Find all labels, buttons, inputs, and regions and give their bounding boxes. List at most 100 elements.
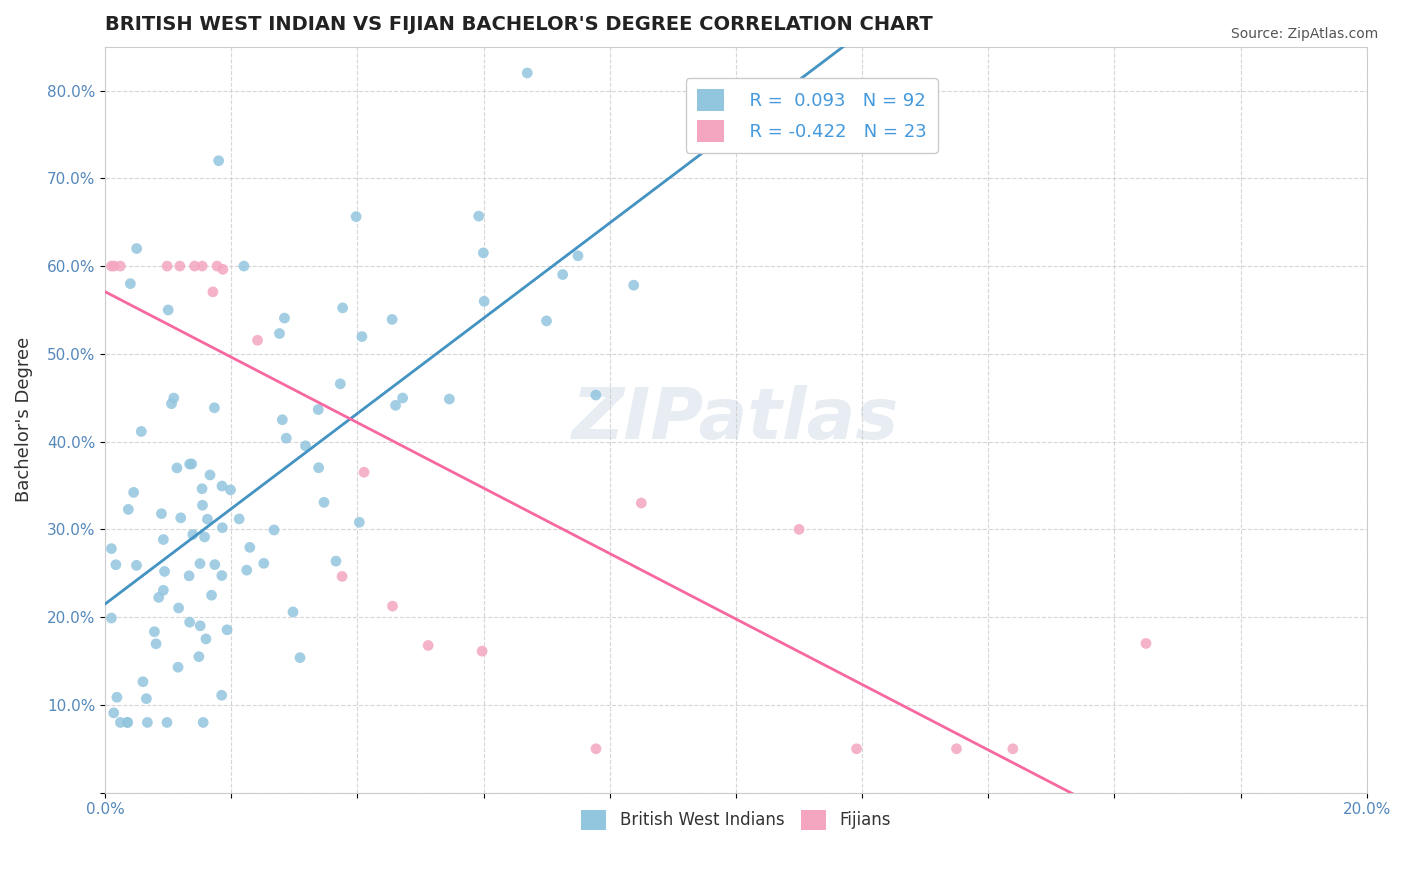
Point (117, 715, 139, 730)
Point (269, 326, 291, 341)
Point (1135, 636, 1157, 650)
Point (100, 541, 122, 556)
Point (188, 619, 211, 633)
Point (170, 511, 193, 525)
Point (329, 376, 352, 391)
Point (235, 563, 257, 577)
Point (332, 301, 354, 315)
Point (330, 569, 353, 583)
Point (384, 398, 406, 412)
Point (312, 495, 335, 509)
Point (585, 388, 607, 402)
Point (152, 533, 174, 547)
Point (205, 259, 228, 273)
Point (125, 558, 148, 573)
Legend: British West Indians, Fijians: British West Indians, Fijians (575, 803, 897, 837)
Point (246, 333, 269, 347)
Point (201, 285, 224, 299)
Point (188, 557, 211, 571)
Point (215, 623, 238, 637)
Point (135, 691, 157, 706)
Point (157, 302, 180, 317)
Point (153, 565, 176, 579)
Point (129, 425, 152, 439)
Point (179, 569, 201, 583)
Point (551, 268, 574, 282)
Point (281, 605, 304, 619)
Point (211, 568, 233, 582)
Point (148, 591, 170, 605)
Point (239, 541, 262, 555)
Point (344, 210, 367, 224)
Text: Source: ZipAtlas.com: Source: ZipAtlas.com (1230, 27, 1378, 41)
Point (200, 588, 222, 602)
Point (228, 512, 250, 526)
Point (418, 639, 440, 653)
Point (567, 249, 589, 263)
Point (211, 479, 233, 493)
Point (103, 259, 125, 273)
Point (117, 715, 139, 730)
Point (349, 516, 371, 530)
Point (471, 644, 494, 658)
Point (156, 715, 179, 730)
Point (169, 259, 191, 273)
Point (180, 457, 202, 471)
Point (294, 439, 316, 453)
Point (585, 741, 607, 756)
Text: ZIPatlas: ZIPatlas (572, 385, 900, 454)
Point (145, 637, 167, 651)
Point (381, 312, 404, 326)
Point (136, 715, 159, 730)
Point (276, 431, 298, 445)
Point (845, 741, 868, 756)
Point (132, 674, 155, 689)
Point (253, 557, 276, 571)
Point (439, 392, 461, 406)
Point (516, 66, 538, 80)
Point (381, 599, 404, 614)
Point (288, 650, 311, 665)
Point (183, 259, 205, 273)
Point (197, 512, 219, 526)
Point (467, 209, 489, 223)
Point (120, 277, 142, 291)
Point (143, 624, 166, 639)
Point (271, 413, 294, 427)
Point (472, 294, 495, 309)
Point (110, 715, 132, 730)
Point (191, 259, 214, 273)
Point (150, 507, 173, 521)
Point (232, 259, 254, 273)
Point (945, 741, 967, 756)
Point (273, 311, 295, 326)
Point (194, 632, 217, 646)
Point (630, 496, 652, 510)
Point (103, 706, 125, 720)
Point (163, 391, 186, 405)
Point (100, 259, 122, 273)
Point (391, 391, 413, 405)
Point (179, 457, 201, 471)
Point (166, 461, 188, 475)
Point (787, 522, 810, 536)
Point (202, 401, 225, 415)
Point (211, 521, 233, 535)
Point (187, 649, 209, 664)
Point (536, 314, 558, 328)
Point (167, 660, 190, 674)
Point (125, 242, 148, 256)
Point (1001, 741, 1024, 756)
Point (211, 688, 233, 702)
Point (117, 502, 139, 516)
Point (308, 460, 330, 475)
Point (307, 402, 329, 417)
Point (160, 397, 183, 411)
Point (179, 615, 201, 630)
Y-axis label: Bachelor's Degree: Bachelor's Degree (15, 337, 32, 502)
Point (110, 259, 132, 273)
Text: BRITISH WEST INDIAN VS FIJIAN BACHELOR'S DEGREE CORRELATION CHART: BRITISH WEST INDIAN VS FIJIAN BACHELOR'S… (105, 15, 932, 34)
Point (193, 530, 215, 544)
Point (263, 523, 285, 537)
Point (211, 262, 233, 277)
